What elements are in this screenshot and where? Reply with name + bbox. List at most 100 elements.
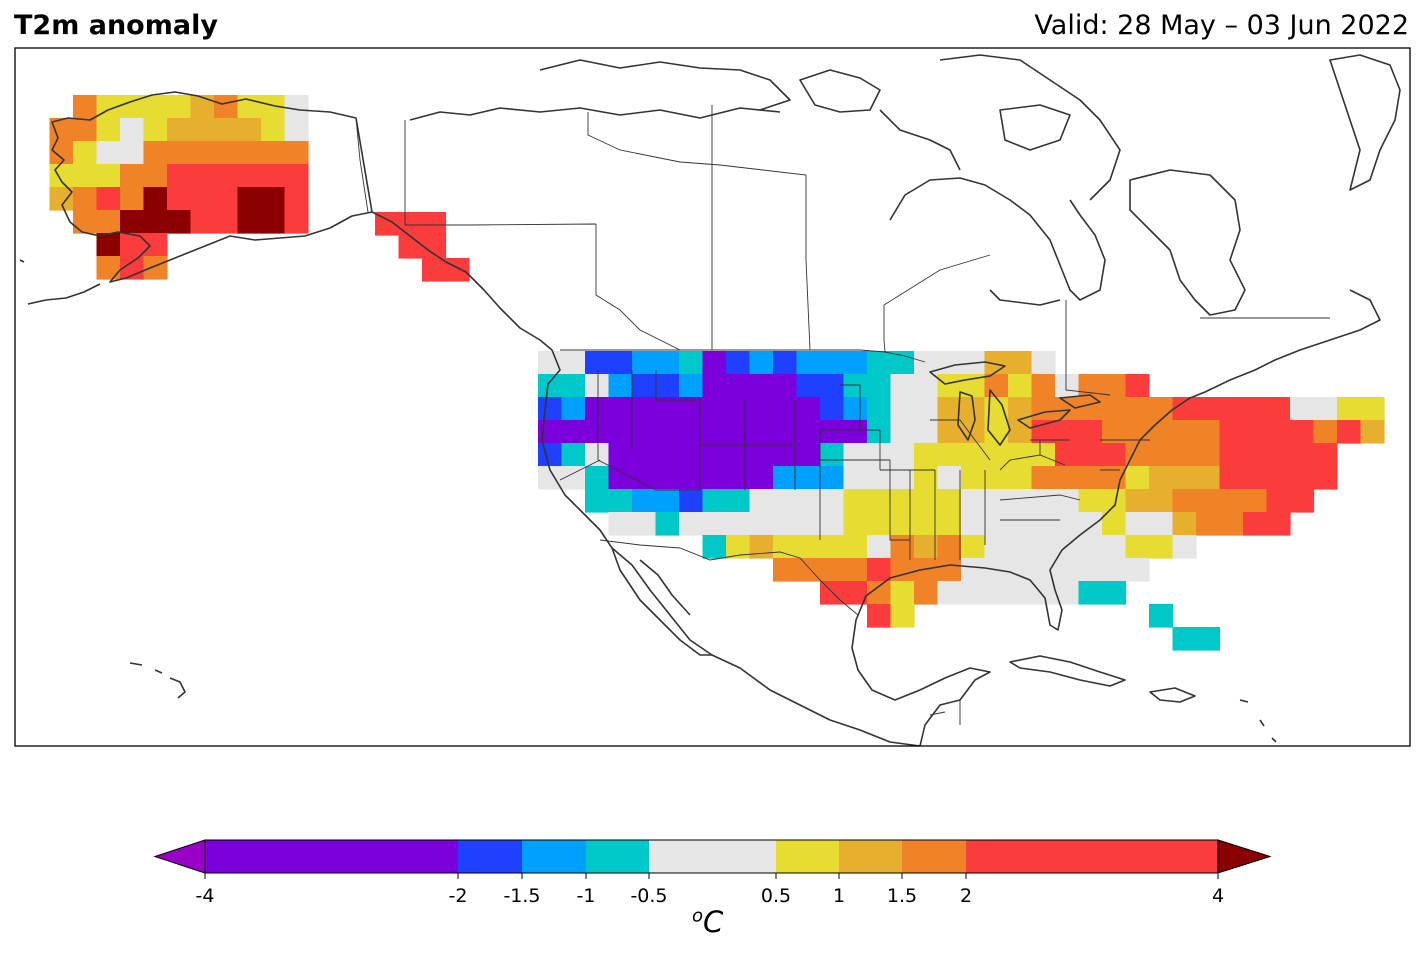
colorbar-tick-label: -0.5: [630, 885, 667, 907]
anomaly-cell: [1243, 512, 1268, 536]
anomaly-cell: [984, 512, 1009, 536]
anomaly-cell: [585, 420, 610, 444]
anomaly-cell: [120, 210, 145, 234]
anomaly-cell: [214, 141, 239, 165]
anomaly-cell: [1149, 466, 1174, 490]
anomaly-cell: [984, 351, 1009, 375]
anomaly-cell: [655, 443, 680, 467]
anomaly-cell: [237, 164, 262, 188]
anomaly-cell: [914, 351, 939, 375]
anomaly-cell: [1125, 374, 1150, 398]
anomaly-cell: [190, 187, 215, 211]
colorbar-tick-label: 2: [960, 885, 972, 907]
anomaly-cell: [1102, 420, 1127, 444]
anomaly-cell: [1102, 489, 1127, 513]
map-title: T2m anomaly: [14, 10, 218, 41]
anomaly-cell: [284, 118, 309, 142]
anomaly-cell: [422, 212, 447, 236]
anomaly-cell: [1078, 558, 1103, 582]
anomaly-cell: [655, 397, 680, 421]
anomaly-cell: [143, 164, 168, 188]
anomaly-cell: [1196, 489, 1221, 513]
anomaly-cell: [726, 374, 751, 398]
anomaly-cell: [632, 466, 657, 490]
anomaly-cell: [632, 351, 657, 375]
anomaly-cell: [1102, 512, 1127, 536]
anomaly-cell: [398, 235, 423, 259]
colorbar-bin-6: [839, 840, 902, 873]
anomaly-cell: [773, 443, 798, 467]
colorbar-bins: [205, 840, 1218, 873]
anomaly-cell: [538, 466, 563, 490]
anomaly-cell: [961, 466, 986, 490]
anomaly-cell: [96, 210, 121, 234]
anomaly-cell: [890, 604, 915, 628]
anomaly-cell: [702, 374, 727, 398]
anomaly-cell: [984, 374, 1009, 398]
anomaly-cell: [843, 443, 868, 467]
anomaly-cell: [1243, 443, 1268, 467]
anomaly-cell: [585, 466, 610, 490]
anomaly-cell: [73, 164, 98, 188]
anomaly-cell: [867, 512, 892, 536]
anomaly-cell: [749, 420, 774, 444]
anomaly-cell: [679, 512, 704, 536]
anomaly-cell: [937, 351, 962, 375]
anomaly-cell: [1266, 443, 1291, 467]
anomaly-cell: [1149, 604, 1174, 628]
anomaly-cell: [796, 420, 821, 444]
anomaly-cell: [120, 187, 145, 211]
anomaly-cell: [585, 374, 610, 398]
anomaly-cell: [890, 466, 915, 490]
anomaly-cell: [585, 443, 610, 467]
anomaly-cell: [261, 210, 286, 234]
anomaly-cell: [1337, 420, 1362, 444]
anomaly-cell: [1172, 443, 1197, 467]
anomaly-cell: [445, 258, 470, 282]
anomaly-cell: [679, 489, 704, 513]
anomaly-cell: [820, 512, 845, 536]
anomaly-cell: [726, 535, 751, 559]
anomaly-cell: [143, 95, 168, 119]
anomaly-cell: [1149, 443, 1174, 467]
anomaly-cell: [796, 443, 821, 467]
anomaly-cell: [867, 489, 892, 513]
anomaly-cell: [749, 374, 774, 398]
anomaly-cell: [190, 210, 215, 234]
anomaly-cell: [1360, 420, 1385, 444]
anomaly-cell: [820, 420, 845, 444]
border-central-america: [929, 700, 961, 725]
anomaly-cell: [890, 351, 915, 375]
anomaly-cell: [1149, 535, 1174, 559]
anomaly-cell: [96, 256, 121, 280]
anomaly-cell: [422, 235, 447, 259]
anomaly-cell: [561, 420, 586, 444]
anomaly-cell: [961, 581, 986, 605]
anomaly-cell: [749, 397, 774, 421]
anomaly-cell: [726, 512, 751, 536]
anomaly-cell: [632, 420, 657, 444]
anomaly-cell: [608, 466, 633, 490]
anomaly-cell: [1172, 420, 1197, 444]
coastline-gulf: [851, 289, 1381, 747]
anomaly-cell: [984, 420, 1009, 444]
anomaly-cell: [1031, 512, 1056, 536]
anomaly-cell: [143, 256, 168, 280]
anomaly-cell: [867, 604, 892, 628]
anomaly-cell: [655, 374, 680, 398]
anomaly-cells: [49, 95, 1385, 651]
colorbar-bin-3: [586, 840, 649, 873]
anomaly-cell: [1031, 351, 1056, 375]
anomaly-cell: [49, 141, 74, 165]
anomaly-cell: [1008, 351, 1033, 375]
anomaly-cell: [1102, 581, 1127, 605]
anomaly-cell: [655, 420, 680, 444]
coastline-hudson-bay: [889, 177, 1106, 306]
anomaly-cell: [1196, 512, 1221, 536]
anomaly-cell: [655, 512, 680, 536]
anomaly-cell: [1337, 397, 1362, 421]
anomaly-cell: [1055, 374, 1080, 398]
anomaly-cell: [632, 397, 657, 421]
anomaly-cell: [867, 466, 892, 490]
anomaly-cell: [561, 351, 586, 375]
